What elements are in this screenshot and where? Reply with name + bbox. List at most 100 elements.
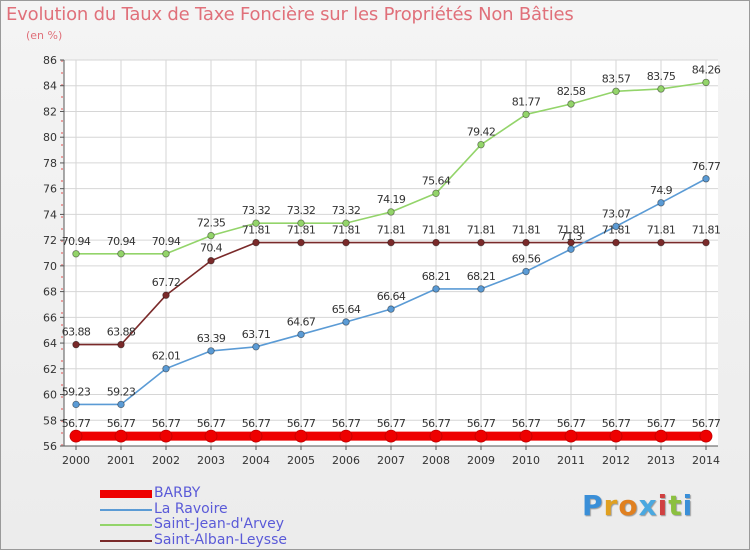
data-label: 70.94 bbox=[62, 235, 91, 248]
data-label: 56.77 bbox=[422, 417, 451, 430]
legend-label-saint-jean-d-arvey: Saint-Jean-d'Arvey bbox=[154, 516, 285, 532]
data-label: 56.77 bbox=[467, 417, 496, 430]
data-label: 63.39 bbox=[197, 332, 226, 345]
x-tick-label: 2013 bbox=[647, 454, 675, 467]
y-tick-label: 82 bbox=[43, 105, 57, 118]
y-tick-label: 64 bbox=[43, 337, 57, 350]
data-point bbox=[342, 238, 350, 247]
x-tick-label: 2008 bbox=[422, 454, 450, 467]
logo-letter: i bbox=[682, 489, 694, 522]
data-point bbox=[477, 238, 485, 247]
y-tick-label: 78 bbox=[43, 157, 57, 170]
data-point bbox=[69, 429, 83, 443]
data-label: 69.56 bbox=[512, 253, 541, 266]
y-tick-label: 56 bbox=[43, 440, 57, 453]
data-label: 76.77 bbox=[692, 160, 721, 173]
data-point bbox=[72, 340, 80, 349]
data-label: 71.81 bbox=[692, 224, 721, 237]
data-point bbox=[429, 429, 443, 443]
data-point bbox=[117, 250, 125, 258]
data-label: 70.4 bbox=[200, 242, 223, 255]
y-tick-label: 76 bbox=[43, 183, 57, 196]
legend-swatch-la-ravoire bbox=[100, 508, 152, 511]
legend-label-saint-alban-leysse: Saint-Alban-Leysse bbox=[154, 531, 287, 548]
x-tick-label: 2009 bbox=[467, 454, 495, 467]
data-label: 56.77 bbox=[287, 417, 316, 430]
data-label: 56.77 bbox=[107, 417, 136, 430]
data-label: 56.77 bbox=[602, 417, 631, 430]
y-tick-label: 74 bbox=[43, 208, 57, 221]
chart-title: Evolution du Taux de Taxe Foncière sur l… bbox=[6, 4, 574, 25]
data-point bbox=[387, 305, 395, 313]
logo-letter: P bbox=[582, 489, 604, 522]
data-label: 72.35 bbox=[197, 217, 226, 230]
data-label: 84.26 bbox=[692, 63, 721, 76]
data-point bbox=[477, 140, 485, 149]
y-tick-label: 66 bbox=[43, 311, 57, 324]
data-label: 63.71 bbox=[242, 328, 271, 341]
y-tick-label: 58 bbox=[43, 414, 57, 427]
data-label: 56.77 bbox=[152, 417, 181, 430]
data-point bbox=[342, 318, 350, 326]
data-point bbox=[114, 429, 128, 443]
data-label: 71.3 bbox=[560, 230, 583, 243]
data-point bbox=[339, 429, 353, 443]
data-label: 59.23 bbox=[107, 385, 136, 398]
data-label: 81.77 bbox=[512, 95, 541, 108]
x-tick-label: 2000 bbox=[62, 454, 90, 467]
y-tick-label: 86 bbox=[43, 54, 57, 67]
data-point bbox=[522, 267, 530, 276]
data-point bbox=[519, 429, 533, 443]
y-tick-label: 68 bbox=[43, 286, 57, 299]
logo-letter: i bbox=[657, 489, 669, 522]
x-tick-label: 2011 bbox=[557, 454, 585, 467]
data-point bbox=[474, 429, 488, 443]
data-point bbox=[117, 400, 125, 409]
data-point bbox=[207, 257, 215, 265]
legend-label-barby: BARBY bbox=[154, 485, 201, 501]
data-label: 62.01 bbox=[152, 350, 181, 363]
data-label: 67.72 bbox=[152, 276, 181, 289]
data-point bbox=[702, 238, 710, 247]
legend-swatch-saint-alban-leysse bbox=[100, 539, 152, 542]
data-label: 79.42 bbox=[467, 126, 496, 139]
x-tick-label: 2010 bbox=[512, 454, 540, 467]
data-label: 56.77 bbox=[242, 417, 271, 430]
logo-letter: t bbox=[668, 489, 683, 522]
data-label: 71.81 bbox=[557, 224, 586, 237]
data-point bbox=[387, 208, 395, 216]
data-point bbox=[162, 250, 170, 258]
data-point bbox=[294, 429, 308, 443]
x-tick-label: 2012 bbox=[602, 454, 630, 467]
data-label: 71.81 bbox=[287, 224, 316, 237]
legend-label-la-ravoire: La Ravoire bbox=[154, 500, 228, 517]
x-tick-label: 2004 bbox=[242, 454, 270, 467]
data-label: 56.77 bbox=[332, 417, 361, 430]
legend-swatch-barby bbox=[100, 490, 152, 498]
data-label: 56.77 bbox=[692, 417, 721, 430]
data-label: 56.77 bbox=[647, 417, 676, 430]
x-tick-label: 2007 bbox=[377, 454, 405, 467]
data-point bbox=[657, 199, 665, 207]
data-point bbox=[342, 219, 350, 227]
data-label: 56.77 bbox=[377, 417, 406, 430]
data-label: 68.21 bbox=[467, 270, 496, 283]
data-label: 71.81 bbox=[377, 224, 406, 237]
data-point bbox=[432, 285, 440, 293]
logo-letter: o bbox=[618, 489, 639, 522]
y-tick-label: 60 bbox=[43, 389, 57, 402]
data-label: 63.88 bbox=[107, 326, 136, 339]
data-label: 83.57 bbox=[602, 72, 631, 85]
data-label: 56.77 bbox=[62, 417, 91, 430]
data-point bbox=[249, 429, 263, 443]
data-point bbox=[522, 238, 530, 247]
data-point bbox=[564, 429, 578, 443]
data-point bbox=[567, 100, 575, 108]
data-point bbox=[207, 231, 215, 240]
data-point bbox=[432, 238, 440, 247]
data-point bbox=[162, 364, 170, 373]
x-tick-label: 2001 bbox=[107, 454, 135, 467]
data-label: 66.64 bbox=[377, 290, 406, 303]
data-label: 71.81 bbox=[602, 224, 631, 237]
